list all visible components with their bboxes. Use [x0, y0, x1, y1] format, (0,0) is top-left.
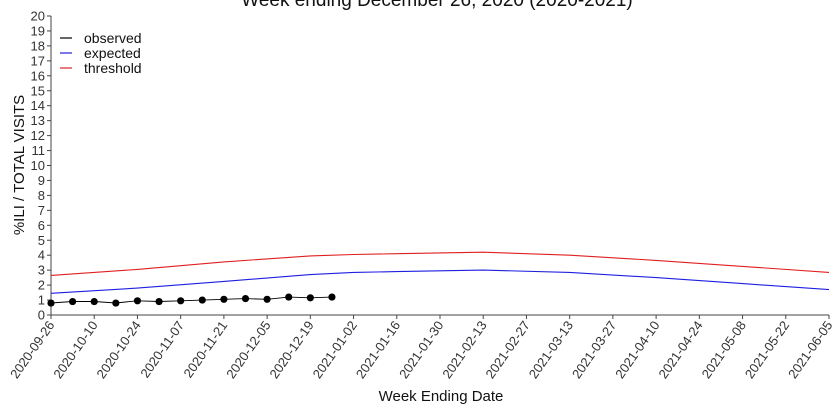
x-axis-title: Week Ending Date — [379, 388, 504, 405]
y-tick-label: 0 — [38, 308, 45, 323]
data-point-observed — [69, 297, 77, 306]
x-tick-label: 2020-11-07 — [137, 318, 187, 380]
y-tick-label: 11 — [32, 143, 46, 158]
y-tick-label: 14 — [31, 98, 45, 113]
y-tick-label: 13 — [31, 113, 45, 128]
y-tick-label: 8 — [38, 188, 45, 203]
y-tick-label: 1 — [38, 293, 45, 308]
y-tick-label: 12 — [31, 128, 45, 143]
data-point-observed — [263, 295, 271, 303]
chart-title: Week ending December 26, 2020 (2020-2021… — [241, 0, 633, 11]
legend-label-observed: observed — [84, 30, 142, 46]
data-point-observed — [241, 294, 250, 303]
y-axis-title: %ILI / TOTAL VISITS — [11, 95, 28, 235]
x-tick-label: 2021-06-05 — [785, 318, 835, 381]
y-tick-label: 20 — [31, 9, 45, 24]
y-tick-label: 16 — [31, 68, 45, 83]
data-point-observed — [328, 293, 336, 301]
y-tick-label: 4 — [38, 248, 45, 263]
series-line-threshold — [50, 251, 830, 276]
data-point-observed — [198, 296, 206, 304]
series-line-expected — [50, 269, 830, 294]
data-point-observed — [133, 297, 142, 305]
y-tick-label: 17 — [31, 53, 45, 68]
y-tick-label: 7 — [38, 203, 45, 218]
y-tick-label: 15 — [31, 83, 45, 98]
data-point-observed — [285, 293, 293, 301]
x-tick-label: 2020-11-21 — [180, 318, 230, 380]
data-point-observed — [177, 297, 185, 305]
y-tick-label: 6 — [38, 218, 45, 233]
y-tick-label: 18 — [31, 38, 45, 53]
data-point-observed — [306, 294, 314, 302]
y-tick-label: 19 — [31, 23, 45, 38]
legend-label-expected: expected — [84, 45, 141, 61]
y-tick-label: 3 — [38, 263, 45, 278]
y-tick-label: 10 — [31, 158, 45, 173]
y-tick-label: 2 — [38, 278, 45, 293]
data-point-observed — [220, 295, 228, 303]
data-point-observed — [47, 299, 55, 307]
legend-label-threshold: threshold — [84, 60, 142, 76]
data-point-observed — [155, 297, 163, 306]
y-tick-label: 9 — [38, 173, 45, 188]
data-point-observed — [90, 297, 98, 306]
data-point-observed — [112, 299, 120, 307]
y-tick-label: 5 — [38, 233, 45, 248]
